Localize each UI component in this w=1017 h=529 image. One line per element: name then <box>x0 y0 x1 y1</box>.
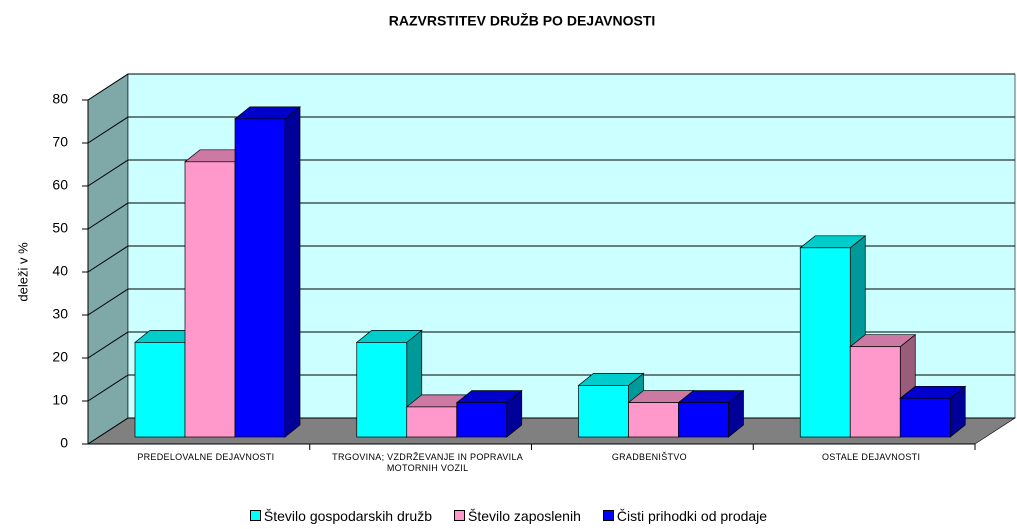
bar <box>678 402 729 438</box>
grid-line <box>87 116 1015 144</box>
legend-label: Število gospodarskih družb <box>263 508 433 524</box>
y-tick-label: 50 <box>52 220 68 236</box>
grid-line <box>87 288 1015 316</box>
y-tick-label: 0 <box>60 435 68 451</box>
bar <box>234 118 286 438</box>
y-axis-label: deleži v % <box>15 242 30 302</box>
legend-item: Število gospodarskih družb <box>249 508 433 524</box>
legend-label: Čisti prihodki od prodaje <box>616 508 768 524</box>
y-tick-label: 80 <box>52 91 68 107</box>
legend-item: Čisti prihodki od prodaje <box>602 508 768 524</box>
grid-line <box>87 73 1015 101</box>
grid-line <box>87 245 1015 273</box>
legend-swatch <box>454 510 466 521</box>
legend-item: Število zaposlenih <box>454 508 581 524</box>
grid-line <box>87 331 1015 359</box>
x-tick-label: PREDELOVALNE DEJAVNOSTI <box>137 452 275 462</box>
bar <box>849 346 901 438</box>
x-tick-label: TRGOVINA; VZDRŽEVANJE IN POPRAVILA MOTOR… <box>332 452 524 473</box>
legend-swatch <box>249 510 261 521</box>
bar <box>456 402 508 438</box>
x-tick-label: GRADBENIŠTVO <box>611 452 687 462</box>
y-tick-label: 10 <box>52 392 68 408</box>
legend-label: Število zaposlenih <box>468 508 581 524</box>
bar <box>799 247 851 438</box>
grid-line <box>87 374 1015 402</box>
bar <box>406 406 458 438</box>
bar <box>356 342 408 438</box>
legend-swatch <box>602 510 614 521</box>
bar <box>628 402 679 438</box>
grid-line <box>87 202 1015 230</box>
bar <box>578 385 629 438</box>
chart-title: RAZVRSTITEV DRUŽB PO DEJAVNOSTI <box>389 12 656 29</box>
y-tick-label: 70 <box>52 134 68 150</box>
legend: Število gospodarskih družb Število zaposl… <box>0 508 1017 524</box>
y-tick-label: 20 <box>52 349 68 365</box>
bar-side <box>284 106 301 438</box>
y-tick-label: 60 <box>52 177 68 193</box>
x-tick-label: OSTALE DEJAVNOSTI <box>821 452 921 462</box>
y-tick-label: 30 <box>52 306 68 322</box>
bar <box>134 342 186 438</box>
grid-line <box>87 159 1015 187</box>
y-tick-label: 40 <box>52 263 68 279</box>
bar <box>899 397 951 438</box>
bar <box>184 161 236 438</box>
